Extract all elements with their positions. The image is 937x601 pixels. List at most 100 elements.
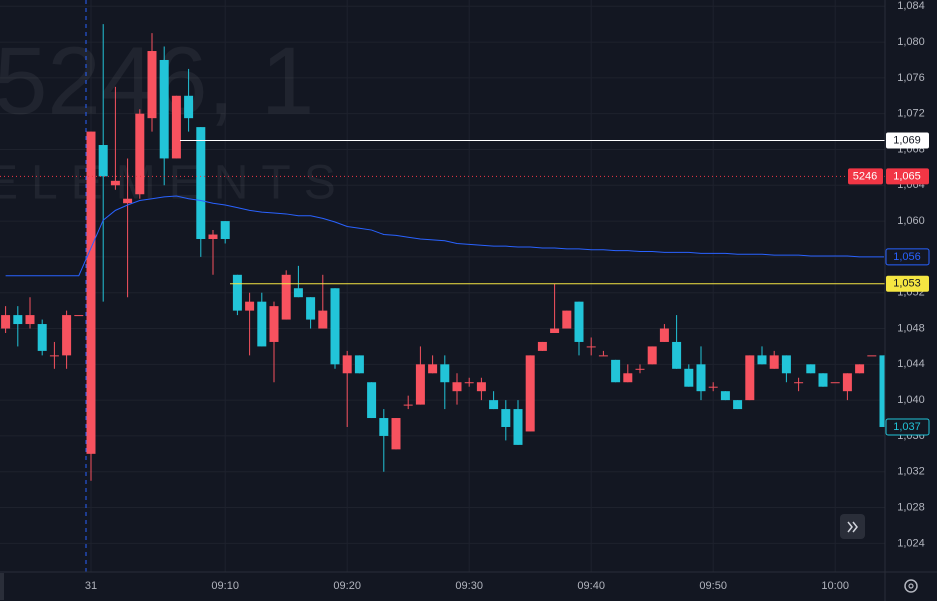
y-tick-label: 1,048 <box>897 322 925 334</box>
x-tick-label: 31 <box>85 580 97 592</box>
y-tick-label: 1,060 <box>897 215 925 227</box>
watermark-name: ELEMENTS <box>0 157 349 210</box>
last-price-box <box>885 418 930 436</box>
y-tick-label: 1,044 <box>897 358 925 370</box>
candle-body <box>855 364 865 374</box>
candle-body <box>306 297 316 320</box>
candle-body <box>135 113 145 195</box>
level-label-box <box>886 275 929 292</box>
x-tick-label: 09:10 <box>211 580 239 592</box>
level-label-box <box>886 132 929 149</box>
scrollbar[interactable] <box>0 573 4 600</box>
candle-body <box>513 409 523 445</box>
order-label-box <box>886 168 929 185</box>
y-tick-label: 1,040 <box>897 394 925 406</box>
candle-body <box>62 315 72 356</box>
x-tick-label: 09:20 <box>333 580 361 592</box>
x-tick-label: 09:30 <box>455 580 483 592</box>
candle-body <box>74 315 84 317</box>
candle-body <box>440 364 450 383</box>
y-tick-label: 1,084 <box>897 0 925 12</box>
candle-body <box>476 382 486 392</box>
candle-body <box>550 328 560 333</box>
plot <box>0 24 885 481</box>
candle-body <box>647 346 657 365</box>
candle-body <box>293 288 303 298</box>
candle-body <box>684 368 694 387</box>
candle-body <box>354 355 364 374</box>
candle-body <box>330 288 340 365</box>
candle-body <box>598 355 608 357</box>
candle-body <box>196 127 206 240</box>
scroll-to-latest[interactable] <box>840 514 865 539</box>
candle-body <box>208 234 218 240</box>
candle-body <box>428 364 438 374</box>
candle-body <box>696 364 706 392</box>
candle-body <box>123 198 133 204</box>
order-name: 5246 <box>853 170 877 182</box>
candle-body <box>672 341 682 369</box>
candle-body <box>842 373 852 392</box>
candle-body <box>379 418 389 436</box>
candle-body <box>367 382 377 419</box>
candle-body <box>403 404 413 406</box>
candle-body <box>733 400 743 410</box>
level-label: 1,053 <box>893 278 921 290</box>
candle-body <box>37 324 47 351</box>
candle-body <box>562 310 572 329</box>
y-tick-label: 1,080 <box>897 36 925 48</box>
candle-body <box>781 355 791 374</box>
candle-body <box>220 221 230 240</box>
x-tick-label: 10:00 <box>821 580 849 592</box>
vwap-line <box>5 195 884 277</box>
candle-body <box>574 301 584 342</box>
order-name-box <box>848 168 883 185</box>
candle-body <box>245 301 255 311</box>
candle-body <box>659 328 669 342</box>
candle-body <box>501 409 511 427</box>
candle-body <box>525 355 535 432</box>
candle-body <box>232 274 242 311</box>
candle-body <box>879 355 885 427</box>
candle-body <box>13 315 23 325</box>
candle-body <box>769 355 779 369</box>
x-tick-label: 09:50 <box>699 580 727 592</box>
y-tick-label: 1,024 <box>897 537 925 549</box>
order-label: 1,065 <box>893 170 921 182</box>
watermark-symbol: 5246, 1 <box>0 27 314 134</box>
candle-body <box>708 386 718 388</box>
candle-body <box>794 382 804 384</box>
x-tick-label: 09:40 <box>577 580 605 592</box>
candle-body <box>86 131 96 454</box>
candle-body <box>1 315 11 329</box>
candle-body <box>635 368 645 370</box>
candle-body <box>745 355 755 401</box>
y-tick-label: 1,076 <box>897 72 925 84</box>
candle-body <box>720 391 730 401</box>
candle-body <box>757 355 767 365</box>
candle-body <box>452 382 462 392</box>
candle-body <box>415 364 425 405</box>
candle-body <box>489 400 499 410</box>
level-label: 1,069 <box>893 134 921 146</box>
candle-body <box>391 418 401 450</box>
candle-body <box>867 355 877 357</box>
candle-body <box>25 315 35 325</box>
settings-button[interactable] <box>904 579 918 593</box>
candle-body <box>257 301 267 347</box>
grid <box>0 0 885 572</box>
candle-body <box>818 373 828 387</box>
candle-body <box>623 373 633 383</box>
candle-body <box>537 341 547 351</box>
candle-body <box>806 364 816 374</box>
candle-body <box>830 382 840 384</box>
candle-body <box>98 145 108 177</box>
candle-body <box>49 355 59 357</box>
candle-body <box>611 359 621 383</box>
vwap-label: 1,056 <box>893 251 921 263</box>
candle-body <box>110 180 120 186</box>
candle-body <box>586 346 596 348</box>
vwap-label-box <box>885 248 930 266</box>
